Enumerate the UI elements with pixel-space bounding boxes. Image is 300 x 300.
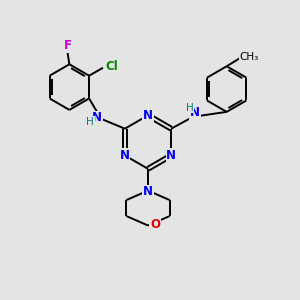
Text: Cl: Cl xyxy=(106,60,118,73)
Text: H: H xyxy=(186,103,194,113)
Text: N: N xyxy=(143,109,153,122)
Text: H: H xyxy=(86,117,94,127)
Text: F: F xyxy=(63,39,71,52)
Text: N: N xyxy=(166,149,176,162)
Text: N: N xyxy=(143,185,153,198)
Text: O: O xyxy=(150,218,160,231)
Text: N: N xyxy=(92,111,102,124)
Text: CH₃: CH₃ xyxy=(240,52,259,62)
Text: N: N xyxy=(190,106,200,119)
Text: N: N xyxy=(120,149,130,162)
